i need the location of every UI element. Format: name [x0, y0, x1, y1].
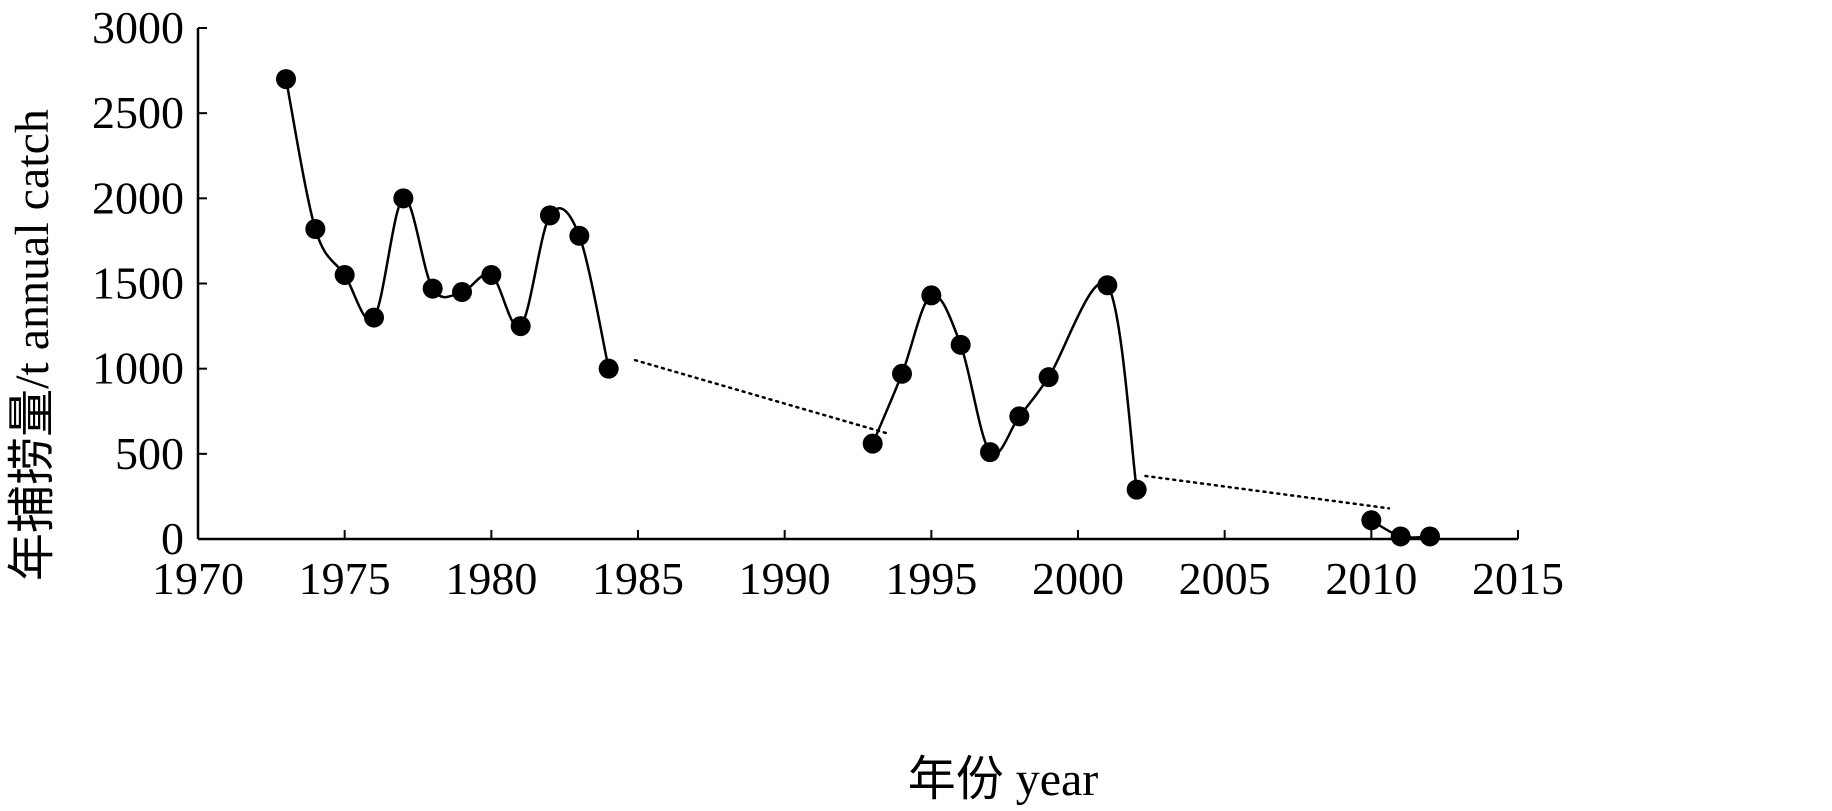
data-point — [1390, 526, 1411, 547]
x-tick-label: 2005 — [1179, 553, 1271, 604]
y-tick-label: 500 — [115, 428, 184, 479]
y-tick-label: 3000 — [92, 2, 184, 53]
data-point — [393, 188, 414, 209]
data-point — [1126, 479, 1147, 500]
x-tick-label: 1970 — [152, 553, 244, 604]
data-point — [1097, 275, 1118, 296]
trend-line — [1144, 474, 1391, 510]
data-curves — [284, 78, 1431, 539]
x-tick-label: 2000 — [1032, 553, 1124, 604]
y-tick-label: 0 — [161, 513, 184, 564]
y-ticks: 0 500 1000 1500 2000 2500 3000 — [92, 2, 207, 564]
x-tick-label: 1975 — [299, 553, 391, 604]
data-point — [276, 69, 296, 90]
y-tick-label: 1000 — [92, 343, 184, 394]
y-tick-label: 2500 — [92, 87, 184, 138]
data-point — [1420, 526, 1440, 547]
x-tick-label: 1990 — [739, 553, 831, 604]
series-line — [871, 281, 1138, 490]
data-point — [540, 205, 560, 226]
data-point — [452, 282, 472, 303]
data-point — [364, 307, 384, 328]
data-point — [1009, 406, 1030, 427]
data-point — [892, 363, 912, 384]
data-point — [334, 264, 355, 285]
x-ticks: 1970 1975 1980 1985 1990 1995 2000 2005 2010 2015 — [152, 530, 1564, 604]
y-tick-label: 1500 — [92, 258, 184, 309]
data-point — [305, 218, 326, 239]
x-tick-label: 2015 — [1472, 553, 1564, 604]
data-point — [921, 285, 942, 306]
data-point — [980, 442, 1000, 463]
data-point — [950, 334, 971, 355]
data-point — [481, 264, 502, 285]
data-point — [598, 358, 619, 379]
x-tick-label: 1985 — [592, 553, 684, 604]
data-point — [1038, 367, 1059, 388]
x-tick-label: 1995 — [885, 553, 977, 604]
axes — [196, 28, 1518, 541]
y-tick-label: 2000 — [92, 172, 184, 223]
y-axis-title: 年捕捞量/t annual catch — [6, 109, 59, 581]
x-tick-label: 1980 — [445, 553, 537, 604]
data-point — [422, 278, 443, 299]
trend-lines — [633, 358, 1391, 510]
data-point — [862, 433, 883, 454]
x-tick-label: 2010 — [1325, 553, 1417, 604]
series-line — [284, 78, 610, 369]
data-point — [1361, 510, 1382, 531]
data-point — [569, 225, 590, 246]
data-point — [510, 316, 531, 337]
data-points — [276, 69, 1440, 547]
trend-line — [633, 358, 889, 435]
x-axis-title: 年份 year — [908, 753, 1099, 806]
